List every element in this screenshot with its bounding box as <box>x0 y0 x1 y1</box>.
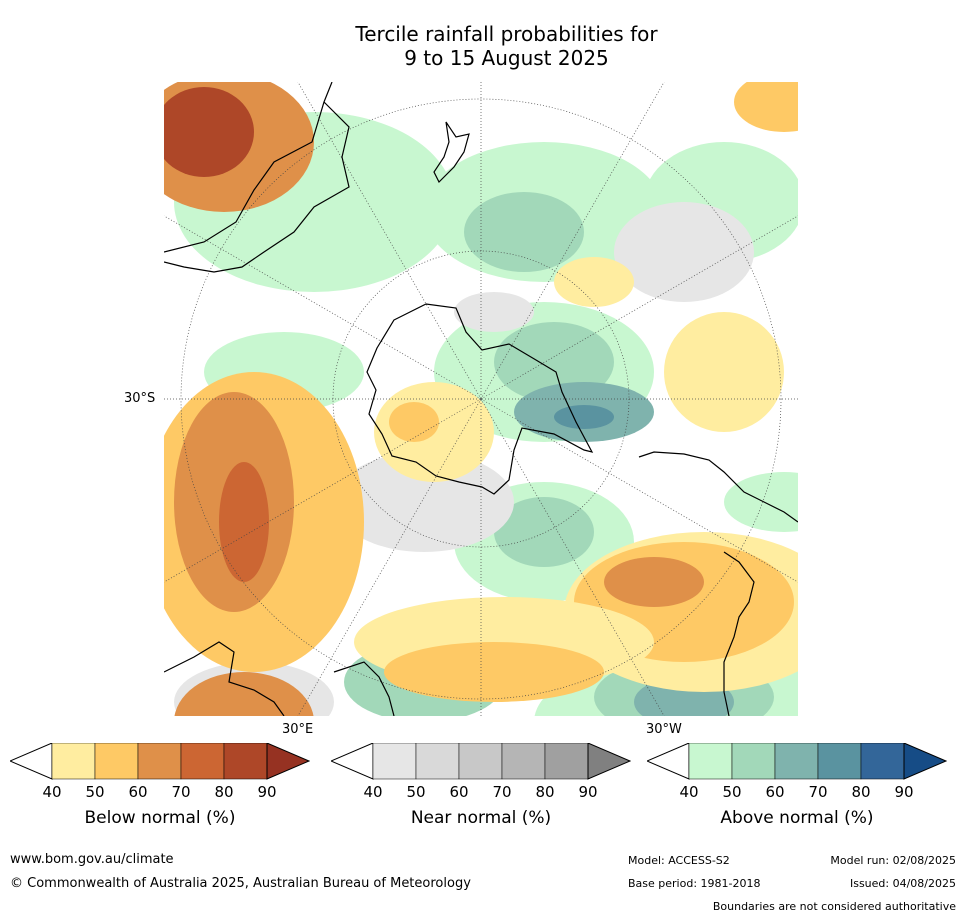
tick-label: 80 <box>851 783 871 801</box>
tick-label: 50 <box>722 783 742 801</box>
coastlines <box>164 82 798 716</box>
colorbar-above-title: Above normal (%) <box>720 808 874 828</box>
tick-label: 90 <box>894 783 914 801</box>
tick-label: 90 <box>257 783 277 801</box>
model-run-date: Model run: 02/08/2025 <box>830 854 956 867</box>
antarctica-coast <box>366 303 594 495</box>
colorbar-near-swatches <box>329 742 632 780</box>
colorbar-below: 40 50 60 70 80 90 <box>8 742 311 801</box>
tick-label: 40 <box>679 783 699 801</box>
colorbar-near-title: Near normal (%) <box>410 808 552 828</box>
model-name: Model: ACCESS-S2 <box>628 854 730 867</box>
tick-label: 60 <box>765 783 785 801</box>
probability-map <box>164 82 798 716</box>
boundaries-disclaimer: Boundaries are not considered authoritat… <box>712 900 956 913</box>
tick-label: 90 <box>578 783 598 801</box>
tick-label: 60 <box>128 783 148 801</box>
title-line-1: Tercile rainfall probabilities for <box>355 22 658 46</box>
issued-date: Issued: 04/08/2025 <box>849 877 956 890</box>
australia-coast <box>164 82 350 273</box>
base-period: Base period: 1981-2018 <box>628 877 761 890</box>
lon-label-30e: 30°E <box>282 722 314 737</box>
south-america-coast <box>638 451 798 716</box>
colorbar-below-swatches <box>8 742 311 780</box>
tick-label: 40 <box>363 783 383 801</box>
colorbar-below-title: Below normal (%) <box>84 808 236 828</box>
chart-title: Tercile rainfall probabilities for 9 to … <box>300 22 713 70</box>
copyright-text: © Commonwealth of Australia 2025, Austra… <box>10 876 471 891</box>
graticule <box>164 82 798 716</box>
tick-label: 80 <box>535 783 555 801</box>
title-line-2: 9 to 15 August 2025 <box>404 46 609 70</box>
website-link[interactable]: www.bom.gov.au/climate <box>10 852 174 867</box>
tick-label: 50 <box>406 783 426 801</box>
tick-label: 70 <box>171 783 191 801</box>
tick-label: 60 <box>449 783 469 801</box>
lat-label-30s: 30°S <box>124 391 156 406</box>
tick-label: 70 <box>492 783 512 801</box>
africa-coast <box>164 641 395 716</box>
tick-label: 40 <box>42 783 62 801</box>
tick-label: 80 <box>214 783 234 801</box>
colorbar-above-swatches <box>645 742 948 780</box>
colorbar-near: 40 50 60 70 80 90 <box>329 742 632 801</box>
new-zealand-coast <box>433 121 470 184</box>
colorbar-above: 40 50 60 70 80 90 <box>645 742 948 801</box>
lon-label-30w: 30°W <box>646 722 682 737</box>
tick-label: 70 <box>808 783 828 801</box>
tick-label: 50 <box>85 783 105 801</box>
